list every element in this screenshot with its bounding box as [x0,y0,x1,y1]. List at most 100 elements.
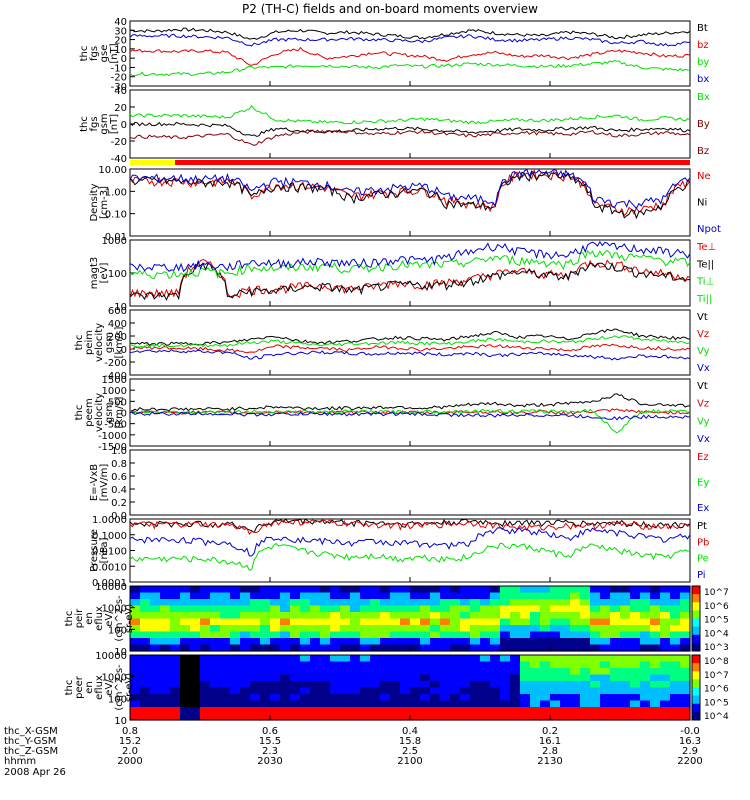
spectrogram-cell [210,625,221,633]
spectrogram-cell [560,674,571,682]
spectrogram-cell [490,707,501,715]
series-Bx-line [129,104,691,125]
spectrogram-cell [330,707,341,715]
spectrogram-cell [520,618,531,626]
spectrogram-cell [200,681,211,689]
spectrogram-cell [180,687,191,695]
spectrogram-cell [550,681,561,689]
spectrogram-cell [470,638,481,646]
spectrogram-cell [530,713,541,721]
spectrogram-cell [550,599,561,607]
spectrogram-cell [640,586,651,594]
spectrogram-cell [220,612,231,620]
spectrogram-cell [600,707,611,715]
y-axis-label-line: thc [74,405,85,421]
spectrogram-cell [560,631,571,639]
spectrogram-cell [460,625,471,633]
spectrogram-cell [170,713,181,721]
spectrogram-cell [500,707,511,715]
spectrogram-cell [610,681,621,689]
legend-entry: Pi [697,570,706,581]
spectrogram-cell [470,713,481,721]
spectrogram-cell [580,694,591,702]
spectrogram-cell [680,700,691,708]
spectrogram-cell [260,599,271,607]
spectrogram-cell [580,618,591,626]
colorbar-segment [692,671,700,680]
spectrogram-cell [520,707,531,715]
spectrogram-cell [610,592,621,600]
spectrogram-cell [630,612,641,620]
spectrogram-cell [450,631,461,639]
spectrogram-cell [370,631,381,639]
spectrogram-cell [620,700,631,708]
spectrogram-cell [350,625,361,633]
spectrogram-cell [550,655,561,663]
spectrogram-cell [140,592,151,600]
spectrogram-cell [330,655,341,663]
y-axis-label: Density[cm-3] [89,183,110,221]
spectrogram-cell [370,586,381,594]
spectrogram-cell [410,674,421,682]
spectrogram-cell [480,605,491,613]
spectrogram-cell [330,644,341,652]
spectrogram-cell [490,625,501,633]
spectrogram-cell [600,618,611,626]
spectrogram-cell [380,612,391,620]
spectrogram-cell [660,655,671,663]
spectrogram-cell [160,700,171,708]
spectrogram-cell [260,612,271,620]
spectrogram-cell [210,638,221,646]
spectrogram-cell [210,681,221,689]
spectrogram-cell [610,700,621,708]
spectrogram-cell [310,694,321,702]
spectrogram-cell [150,599,161,607]
spectrogram-cell [220,605,231,613]
spectrogram-cell [530,592,541,600]
series-Vy-line [129,408,691,434]
spectrogram-cell [290,631,301,639]
y-axis-label-line: [nT] [109,114,120,134]
spectrogram-cell [260,638,271,646]
spectrogram-cell [640,694,651,702]
spectrogram-cell [460,618,471,626]
spectrogram-cell [400,674,411,682]
spectrogram-cell [330,599,341,607]
spectrogram-cell [180,625,191,633]
spectrogram-cell [170,605,181,613]
spectrogram-cell [240,586,251,594]
spectrogram-cell [600,638,611,646]
spectrogram-cell [390,592,401,600]
spectrogram-cell [430,592,441,600]
spectrogram-cell [380,661,391,669]
spectrogram-cell [340,586,351,594]
spectrogram-cell [250,631,261,639]
spectrogram-cell [470,668,481,676]
y-tick-label: -1000 [98,431,127,442]
spectrogram-cell [500,713,511,721]
spectrogram-cell [450,713,461,721]
spectrogram-cell [310,618,321,626]
spectrogram-cell [130,625,141,633]
spectrogram-cell [510,638,521,646]
y-tick-label: 20 [114,36,127,47]
ephemeris-table: thc_X-GSM 0.8 0.6 0.4 0.2 -0.0 thc_Y-GSM 15.2 15… [4,726,703,767]
spectrogram-cell [420,638,431,646]
series-Vt-line [129,393,691,412]
spectrogram-cell [620,713,631,721]
y-tick-label: 0 [121,54,127,65]
y-axis-label-line: Pressure [89,529,100,572]
y-axis-label-line: peer [74,675,85,699]
spectrogram-cell [230,681,241,689]
spectrogram-cell [670,605,681,613]
spectrogram-cell [680,713,691,721]
spectrogram-cell [540,668,551,676]
spectrogram-cell [130,674,141,682]
spectrogram-cell [260,631,271,639]
y-tick-label: -500 [104,420,127,431]
spectrogram-cell [150,638,161,646]
y-tick-label: 10 [114,302,127,313]
legend-entry: Vx [697,363,710,374]
y-axis-label-line: thc [64,680,75,696]
